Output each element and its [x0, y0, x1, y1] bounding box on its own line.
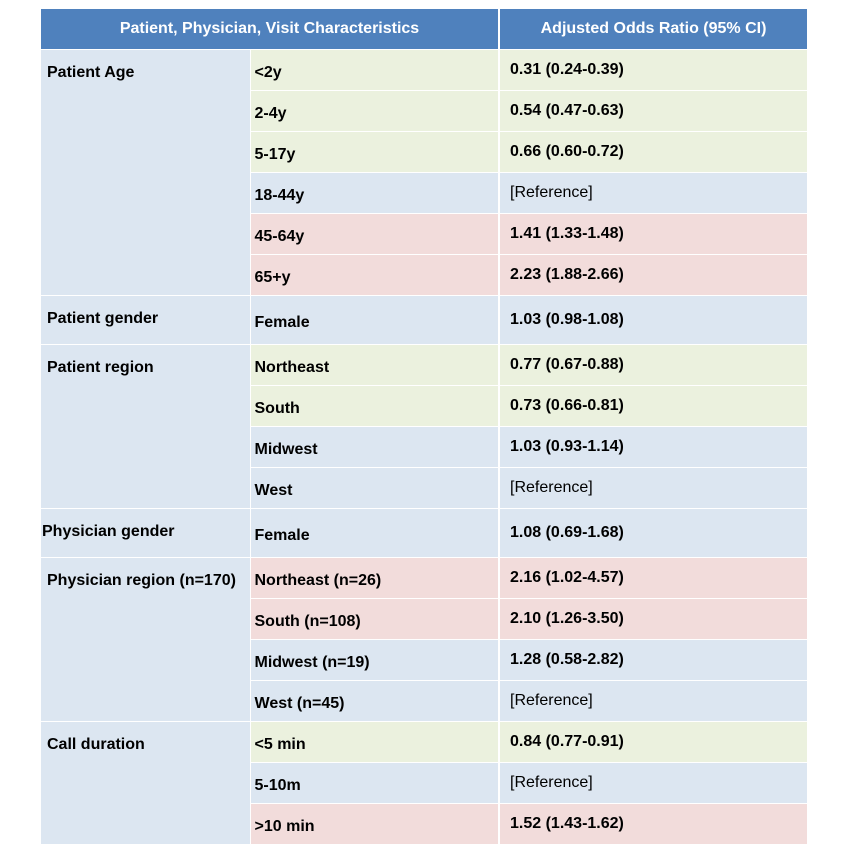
level-cell: Northeast — [250, 345, 499, 386]
odds-ratio-cell: 2.16 (1.02-4.57) — [499, 558, 807, 599]
odds-ratio-cell: 0.77 (0.67-0.88) — [499, 345, 807, 386]
reference-cell: [Reference] — [499, 681, 807, 722]
level-cell: <5 min — [250, 722, 499, 763]
level-cell: Midwest — [250, 427, 499, 468]
level-cell: South — [250, 386, 499, 427]
level-cell: Female — [250, 509, 499, 558]
level-cell: Northeast (n=26) — [250, 558, 499, 599]
odds-ratio-cell: 1.52 (1.43-1.62) — [499, 804, 807, 844]
table-row: Physician region (n=170)Northeast (n=26)… — [41, 558, 807, 599]
level-cell: 5-17y — [250, 132, 499, 173]
odds-ratio-cell: 1.08 (0.69-1.68) — [499, 509, 807, 558]
odds-ratio-cell: 1.41 (1.33-1.48) — [499, 214, 807, 255]
group-label: Call duration — [41, 722, 250, 844]
level-cell: Female — [250, 296, 499, 345]
odds-ratio-cell: 1.03 (0.93-1.14) — [499, 427, 807, 468]
odds-ratio-cell: 0.66 (0.60-0.72) — [499, 132, 807, 173]
level-cell: >10 min — [250, 804, 499, 844]
level-cell: South (n=108) — [250, 599, 499, 640]
group-label: Patient Age — [41, 50, 250, 296]
level-cell: Midwest (n=19) — [250, 640, 499, 681]
odds-ratio-cell: 1.03 (0.98-1.08) — [499, 296, 807, 345]
reference-cell: [Reference] — [499, 173, 807, 214]
level-cell: West (n=45) — [250, 681, 499, 722]
odds-ratio-cell: 0.73 (0.66-0.81) — [499, 386, 807, 427]
level-cell: <2y — [250, 50, 499, 91]
group-label: Patient gender — [41, 296, 250, 345]
group-label: Patient region — [41, 345, 250, 509]
level-cell: 2-4y — [250, 91, 499, 132]
group-label: Physician gender — [41, 509, 250, 558]
odds-ratio-cell: 2.10 (1.26-3.50) — [499, 599, 807, 640]
odds-ratio-cell: 1.28 (0.58-2.82) — [499, 640, 807, 681]
level-cell: 45-64y — [250, 214, 499, 255]
header-characteristics: Patient, Physician, Visit Characteristic… — [41, 9, 499, 50]
group-label: Physician region (n=170) — [41, 558, 250, 722]
level-cell: West — [250, 468, 499, 509]
level-cell: 5-10m — [250, 763, 499, 804]
odds-ratio-cell: 0.31 (0.24-0.39) — [499, 50, 807, 91]
odds-ratio-table: Patient, Physician, Visit Characteristic… — [41, 9, 807, 844]
level-cell: 65+y — [250, 255, 499, 296]
odds-ratio-cell: 0.54 (0.47-0.63) — [499, 91, 807, 132]
table-header-row: Patient, Physician, Visit Characteristic… — [41, 9, 807, 50]
odds-ratio-cell: 0.84 (0.77-0.91) — [499, 722, 807, 763]
reference-cell: [Reference] — [499, 468, 807, 509]
odds-ratio-cell: 2.23 (1.88-2.66) — [499, 255, 807, 296]
header-odds-ratio: Adjusted Odds Ratio (95% CI) — [499, 9, 807, 50]
reference-cell: [Reference] — [499, 763, 807, 804]
level-cell: 18-44y — [250, 173, 499, 214]
